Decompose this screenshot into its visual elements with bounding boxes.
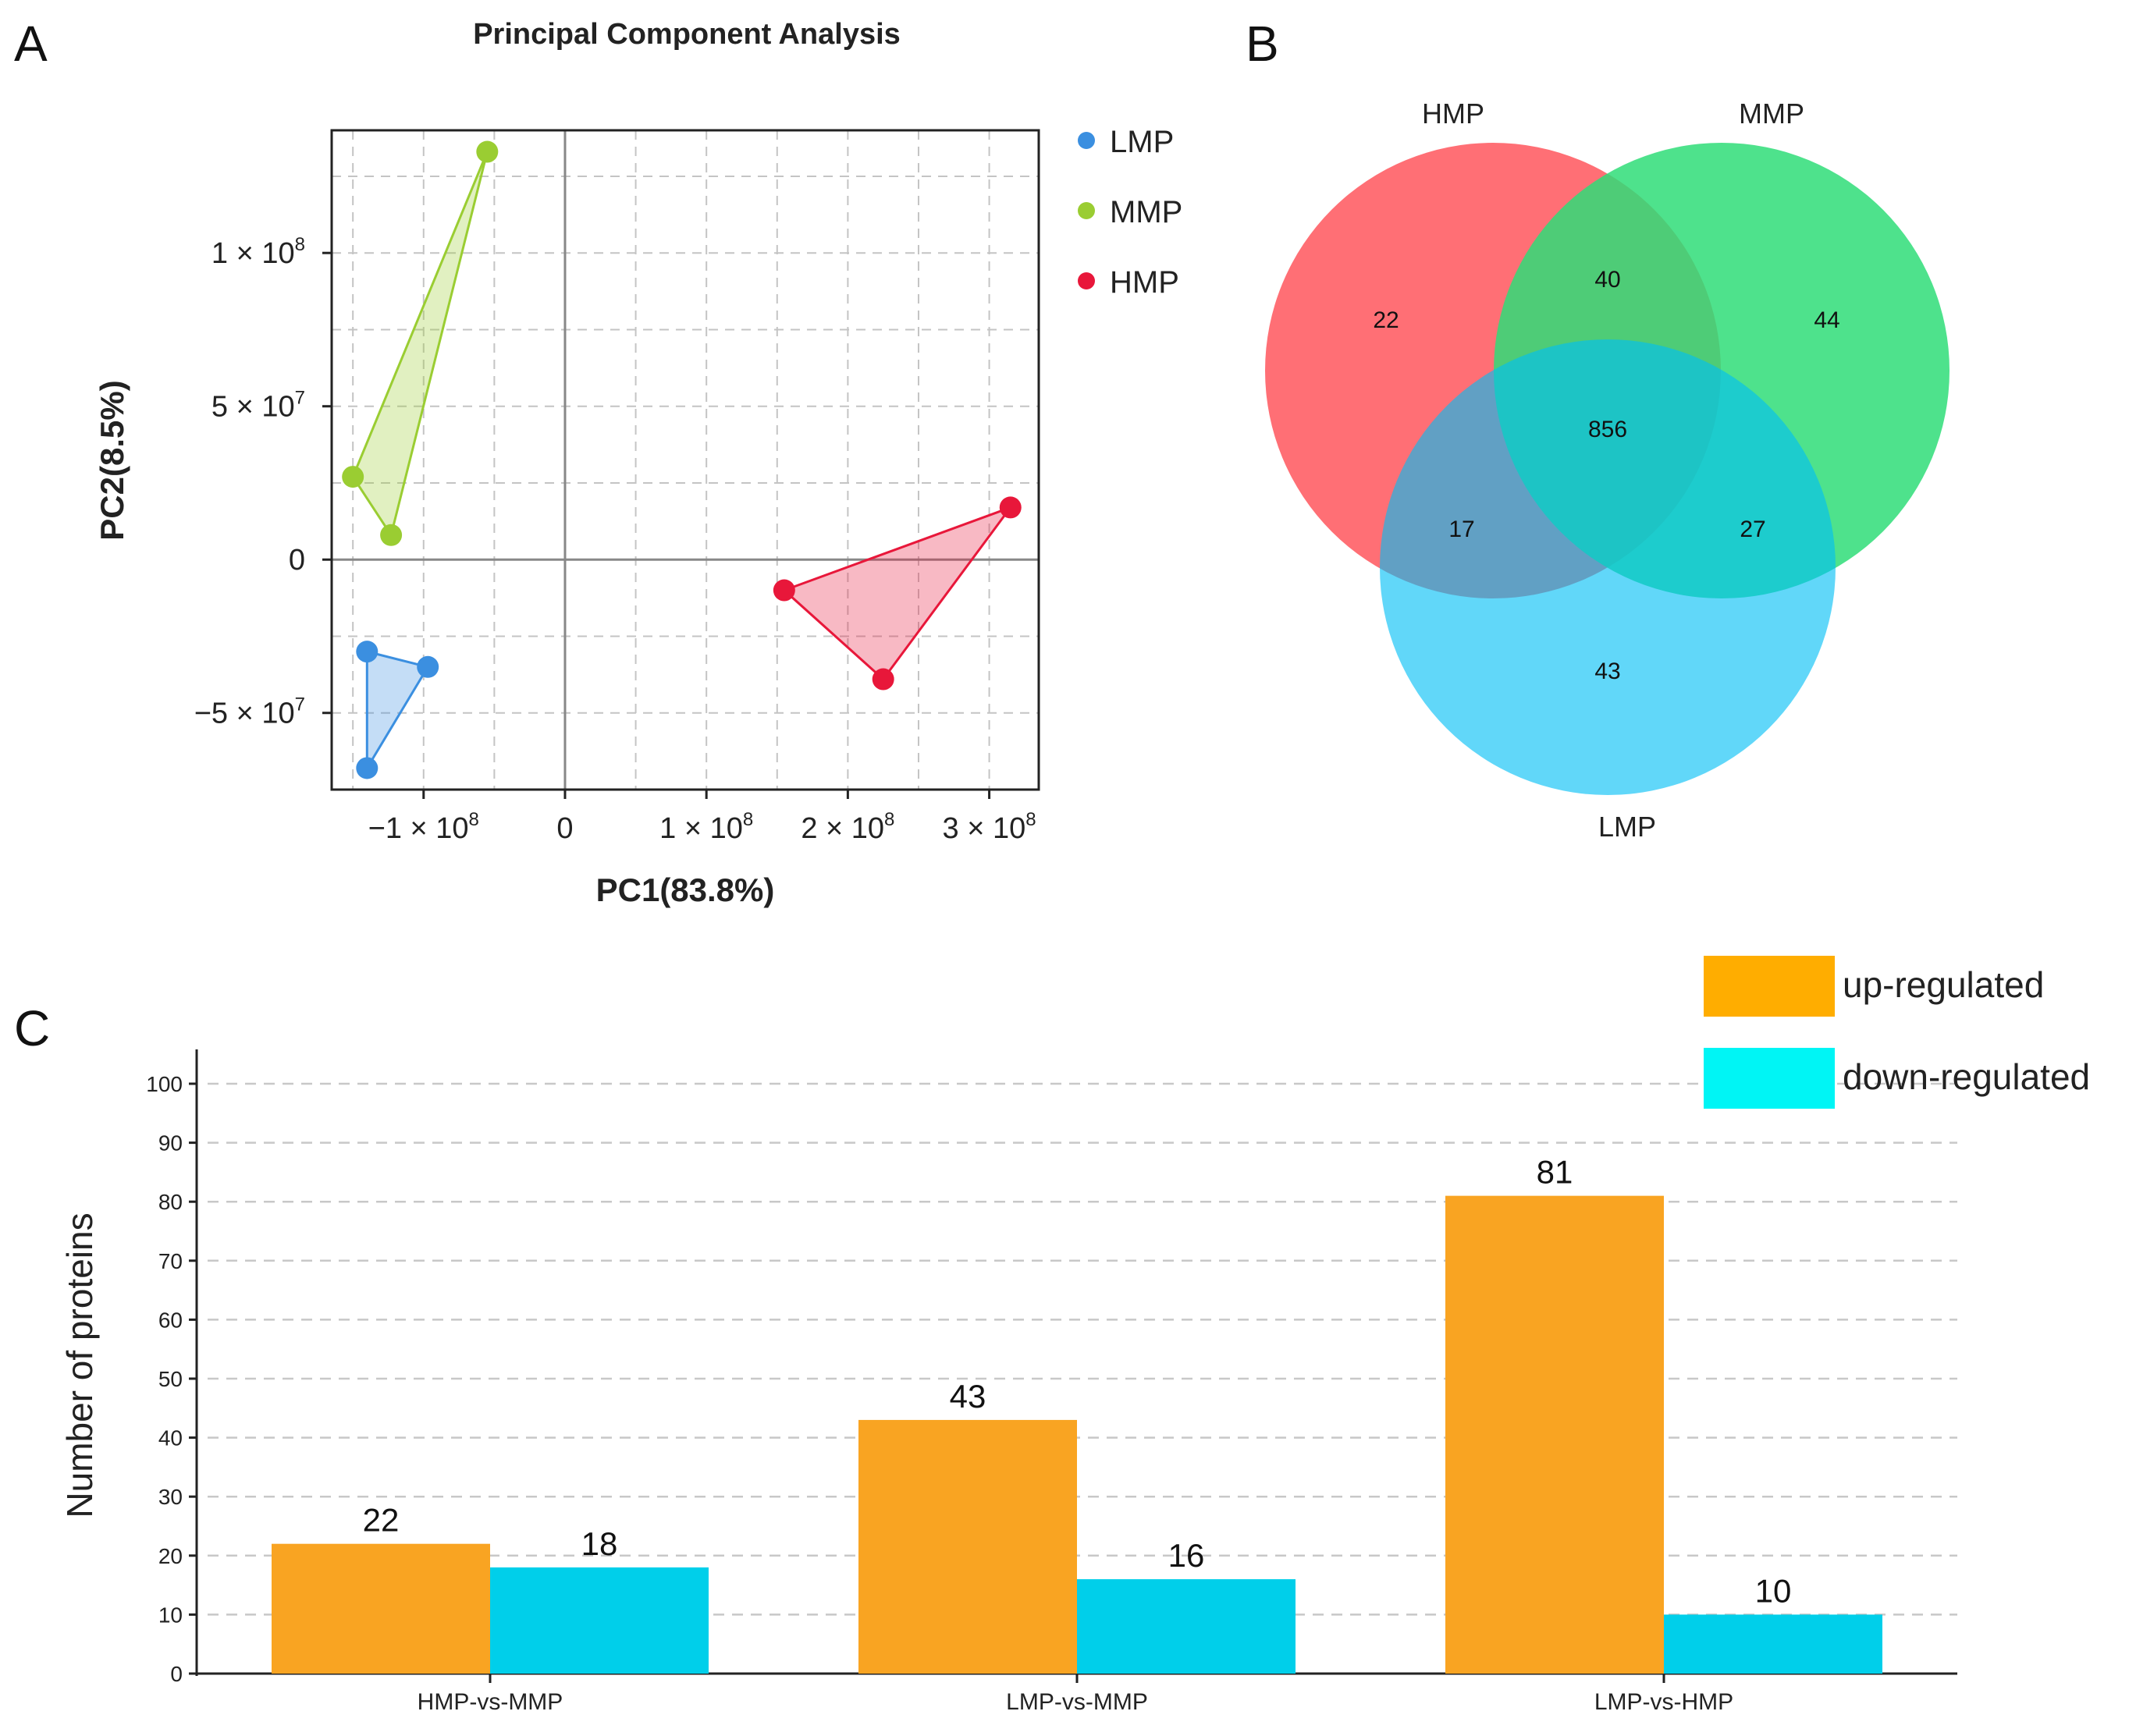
venn-count-hmp-lmp: 17 xyxy=(1448,517,1474,542)
venn-count-hmp-mmp: 40 xyxy=(1594,267,1620,293)
pca-x-axis: −1 × 108 0 1 × 108 2 × 108 3 × 108 xyxy=(368,790,1036,845)
bar-y-tick-label: 60 xyxy=(158,1308,183,1332)
bar-category-label: LMP-vs-MMP xyxy=(1006,1689,1148,1715)
bar-x-axis: HMP-vs-MMP LMP-vs-MMP LMP-vs-HMP xyxy=(418,1674,1733,1715)
pca-y-tick-label: 5 × 107 xyxy=(211,388,305,424)
pca-plot-frame xyxy=(330,129,1040,791)
bar-y-tick-label: 30 xyxy=(158,1485,183,1509)
bar-y-tick-label: 20 xyxy=(158,1544,183,1568)
venn-count-all: 856 xyxy=(1588,417,1627,442)
bar-y-axis: 0 10 20 30 40 50 60 70 80 90 100 xyxy=(146,1072,197,1686)
bar-y-tick-label: 100 xyxy=(146,1072,183,1096)
bar-y-tick-label: 80 xyxy=(158,1190,183,1214)
legend-swatch-up xyxy=(1704,956,1835,1017)
pca-x-tick-label: 0 xyxy=(556,812,573,845)
legend-marker-lmp xyxy=(1078,132,1095,149)
venn-count-hmp-only: 22 xyxy=(1373,307,1399,333)
pca-x-tick-label: 3 × 108 xyxy=(943,809,1036,845)
bar-value-label: 10 xyxy=(1755,1572,1792,1609)
bar-y-tick-label: 50 xyxy=(158,1367,183,1391)
pca-legend: LMP MMP HMP xyxy=(1078,125,1182,300)
bar-category-label: LMP-vs-HMP xyxy=(1594,1689,1733,1715)
pca-x-tick-label: 1 × 108 xyxy=(659,809,753,845)
bar-y-tick-label: 70 xyxy=(158,1249,183,1273)
bar-y-axis-title: Number of proteins xyxy=(59,1212,100,1518)
bar-up-hmp-vs-mmp xyxy=(272,1543,490,1674)
pca-point-mmp xyxy=(380,524,403,546)
pca-point-lmp xyxy=(356,641,379,663)
bar-category-label: HMP-vs-MMP xyxy=(418,1689,563,1715)
legend-label-hmp: HMP xyxy=(1110,265,1179,300)
pca-y-axis: 1 × 108 5 × 107 0 −5 × 107 xyxy=(194,234,332,730)
pca-hull-lmp xyxy=(365,650,430,772)
pca-point-mmp xyxy=(342,466,364,488)
bar-gridlines xyxy=(208,1082,1957,1616)
bar-y-tick-label: 0 xyxy=(170,1662,183,1686)
venn-label-hmp: HMP xyxy=(1422,98,1484,130)
legend-label-down: down-regulated xyxy=(1843,1056,2090,1097)
bar-down-lmp-vs-hmp xyxy=(1664,1614,1882,1674)
venn-label-lmp: LMP xyxy=(1598,811,1656,843)
pca-point-mmp xyxy=(476,140,499,163)
legend-label-mmp: MMP xyxy=(1110,195,1182,229)
pca-hull-mmp xyxy=(351,151,489,538)
bar-up-lmp-vs-mmp xyxy=(858,1419,1077,1674)
pca-point-hmp xyxy=(872,668,894,690)
pca-zero-lines xyxy=(332,130,1039,790)
venn-count-mmp-only: 44 xyxy=(1814,307,1839,333)
legend-marker-mmp xyxy=(1078,202,1095,219)
pca-gridlines xyxy=(332,130,1039,790)
venn-circle-lmp xyxy=(1380,339,1836,795)
bar-value-label: 43 xyxy=(950,1378,986,1415)
pca-x-tick-label: 2 × 108 xyxy=(801,809,894,845)
venn-count-mmp-lmp: 27 xyxy=(1740,517,1765,542)
pca-title: Principal Component Analysis xyxy=(473,18,901,51)
venn-label-mmp: MMP xyxy=(1739,98,1804,130)
panel-c-letter: C xyxy=(14,1000,50,1056)
pca-y-tick-label: 0 xyxy=(289,544,305,577)
pca-x-axis-title: PC1(83.8%) xyxy=(596,872,775,908)
bar-value-label: 81 xyxy=(1537,1154,1573,1191)
pca-point-hmp xyxy=(999,496,1022,519)
bar-y-tick-label: 90 xyxy=(158,1131,183,1156)
bar-value-label: 18 xyxy=(581,1525,618,1562)
pca-y-tick-label: −5 × 107 xyxy=(194,694,305,730)
panel-b-letter: B xyxy=(1246,16,1279,72)
pca-point-lmp xyxy=(356,757,379,779)
bar-down-hmp-vs-mmp xyxy=(490,1567,709,1674)
legend-label-lmp: LMP xyxy=(1110,125,1174,159)
pca-point-lmp xyxy=(417,655,439,678)
pca-x-tick-label: −1 × 108 xyxy=(368,809,479,845)
bar-value-label: 22 xyxy=(363,1502,400,1539)
legend-marker-hmp xyxy=(1078,272,1095,289)
pca-series-layer xyxy=(342,140,1022,779)
panel-a-letter: A xyxy=(14,16,48,72)
pca-point-hmp xyxy=(773,579,795,602)
pca-y-tick-label: 1 × 108 xyxy=(211,234,305,270)
bar-value-label: 16 xyxy=(1168,1537,1205,1574)
bar-series-layer: 22 18 43 16 81 10 xyxy=(272,1154,1882,1674)
bar-y-tick-label: 10 xyxy=(158,1603,183,1627)
pca-hull-hmp xyxy=(781,505,1014,681)
bar-y-tick-label: 40 xyxy=(158,1426,183,1450)
bar-legend: up-regulated down-regulated xyxy=(1704,956,2090,1109)
venn-count-lmp-only: 43 xyxy=(1594,659,1620,684)
bar-up-lmp-vs-hmp xyxy=(1445,1195,1664,1674)
legend-swatch-down xyxy=(1704,1048,1835,1109)
pca-y-axis-title: PC2(8.5%) xyxy=(94,380,130,540)
legend-label-up: up-regulated xyxy=(1843,964,2044,1005)
bar-down-lmp-vs-mmp xyxy=(1077,1579,1296,1674)
